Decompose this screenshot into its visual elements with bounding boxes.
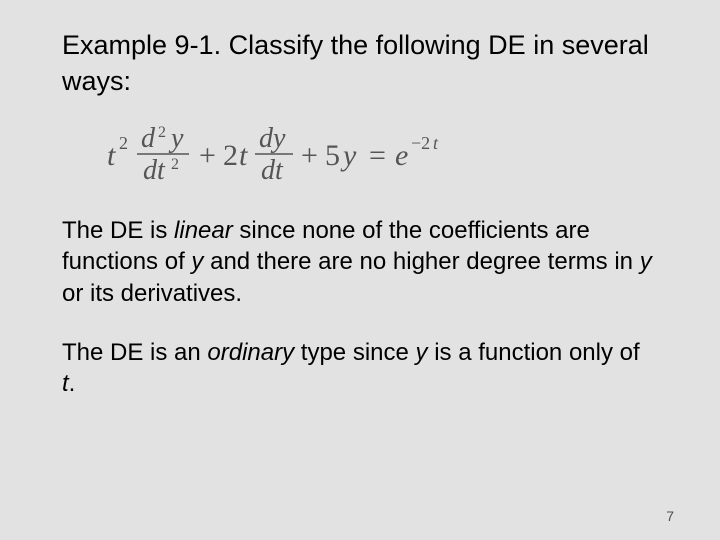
- italic-run: y: [191, 248, 203, 275]
- italic-run: linear: [174, 217, 233, 244]
- italic-run: t: [62, 370, 69, 397]
- svg-text:dy: dy: [259, 123, 286, 154]
- svg-text:y: y: [168, 123, 184, 154]
- svg-text:−2: −2: [411, 133, 430, 153]
- page-number: 7: [666, 508, 674, 524]
- svg-text:+: +: [199, 139, 216, 172]
- example-title: Example 9-1. Classify the following DE i…: [62, 28, 658, 99]
- svg-text:dt: dt: [143, 155, 166, 185]
- svg-text:2: 2: [171, 156, 179, 173]
- svg-text:2: 2: [223, 139, 238, 172]
- svg-text:y: y: [340, 139, 357, 172]
- svg-text:t: t: [107, 139, 116, 172]
- svg-text:2: 2: [119, 133, 128, 153]
- slide-content: Example 9-1. Classify the following DE i…: [0, 0, 720, 447]
- svg-text:2: 2: [158, 124, 166, 141]
- svg-text:d: d: [141, 123, 156, 154]
- paragraph-linear: The DE is linear since none of the coeff…: [62, 215, 658, 309]
- italic-run: y: [416, 339, 428, 366]
- paragraph-ordinary: The DE is an ordinary type since y is a …: [62, 337, 658, 399]
- svg-text:t: t: [239, 139, 248, 172]
- italic-run: ordinary: [207, 339, 294, 366]
- svg-text:+: +: [301, 139, 318, 172]
- svg-text:t: t: [433, 133, 439, 153]
- svg-text:e: e: [395, 139, 408, 172]
- differential-equation: t 2 d 2 y dt 2 + 2 t dy dt + 5 y: [62, 123, 658, 185]
- svg-text:dt: dt: [261, 155, 284, 185]
- svg-text:5: 5: [325, 139, 340, 172]
- equation-svg: t 2 d 2 y dt 2 + 2 t dy dt + 5 y: [107, 123, 462, 185]
- svg-text:=: =: [369, 139, 386, 172]
- italic-run: y: [640, 248, 652, 275]
